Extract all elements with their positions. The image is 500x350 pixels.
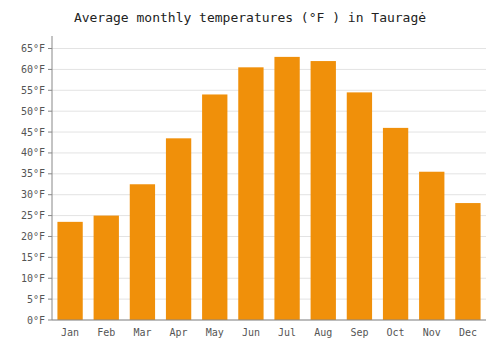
category-label: Jul <box>278 327 296 338</box>
bar <box>274 57 299 320</box>
category-label: Mar <box>133 327 151 338</box>
category-label: Dec <box>459 327 477 338</box>
bar <box>166 138 191 320</box>
grid-line <box>52 90 486 91</box>
grid-line <box>52 111 486 112</box>
bar <box>419 172 444 320</box>
tick-mark <box>48 111 52 112</box>
y-axis-line <box>52 36 53 320</box>
bar <box>347 92 372 320</box>
category-label: Nov <box>423 327 441 338</box>
tick-label: 45°F <box>21 127 45 138</box>
tick-mark <box>48 48 52 49</box>
tick-mark <box>48 257 52 258</box>
tick-mark <box>48 132 52 133</box>
tick-label: 30°F <box>21 189 45 200</box>
category-label: May <box>206 327 224 338</box>
x-axis-line <box>52 320 486 321</box>
tick-label: 55°F <box>21 85 45 96</box>
tick-mark <box>48 215 52 216</box>
category-label: Aug <box>314 327 332 338</box>
tick-mark <box>48 173 52 174</box>
tick-label: 5°F <box>27 294 45 305</box>
tick-mark <box>48 236 52 237</box>
bar <box>311 61 336 320</box>
bar <box>94 216 119 320</box>
category-label: Oct <box>387 327 405 338</box>
tick-mark <box>48 152 52 153</box>
tick-label: 50°F <box>21 106 45 117</box>
tick-label: 40°F <box>21 147 45 158</box>
bar <box>455 203 480 320</box>
category-label: Feb <box>97 327 115 338</box>
tick-mark <box>48 69 52 70</box>
bar <box>202 94 227 320</box>
title: Average monthly temperatures (°F ) in Ta… <box>74 10 426 25</box>
grid-line <box>52 152 486 153</box>
tick-mark <box>48 320 52 321</box>
category-label: Sep <box>350 327 368 338</box>
bar <box>238 67 263 320</box>
tick-label: 0°F <box>27 315 45 326</box>
grid-line <box>52 69 486 70</box>
tick-label: 35°F <box>21 168 45 179</box>
tick-label: 65°F <box>21 43 45 54</box>
x-axis: Jan Feb Mar Apr May Jun Jul Aug Sep Oct Nov Dec <box>52 320 486 338</box>
tick-label: 10°F <box>21 273 45 284</box>
bar <box>57 222 82 320</box>
bar <box>383 128 408 320</box>
chart-container: Average monthly temperatures (°F ) in Ta… <box>0 0 500 350</box>
tick-mark <box>48 299 52 300</box>
category-label: Jun <box>242 327 260 338</box>
grid-line <box>52 48 486 49</box>
grid-line <box>52 132 486 133</box>
tick-mark <box>48 278 52 279</box>
y-axis: 0°F 5°F 10°F 15°F 20°F 25°F 30°F 35°F 40°F 45°F 50… <box>21 36 486 326</box>
grid-line <box>52 320 486 321</box>
tick-mark <box>48 90 52 91</box>
bar <box>130 184 155 320</box>
category-label: Apr <box>170 327 188 338</box>
tick-mark <box>48 194 52 195</box>
tick-label: 20°F <box>21 231 45 242</box>
tick-label: 25°F <box>21 210 45 221</box>
bars <box>57 57 480 320</box>
tick-label: 15°F <box>21 252 45 263</box>
category-label: Jan <box>61 327 79 338</box>
chart: Average monthly temperatures (°F ) in Ta… <box>0 0 500 350</box>
tick-label: 60°F <box>21 64 45 75</box>
